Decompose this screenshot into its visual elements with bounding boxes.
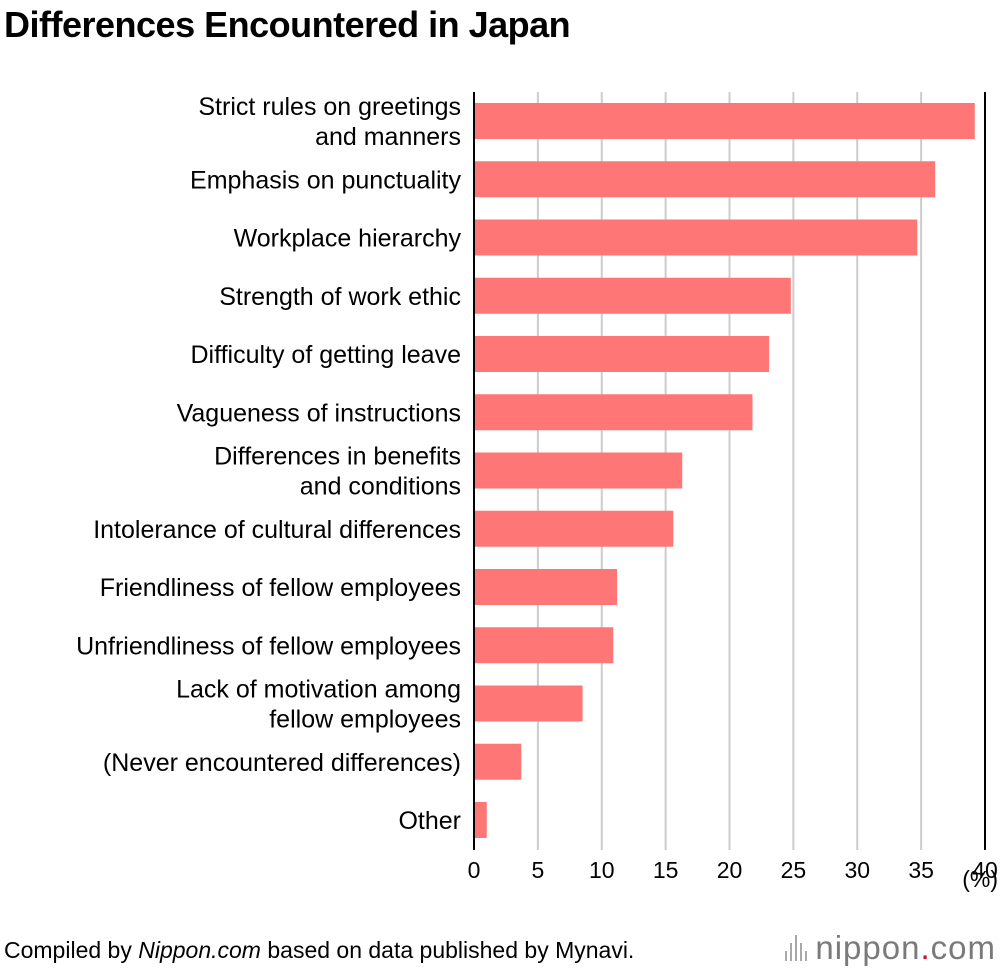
nippon-logo: nippon.com (785, 929, 996, 966)
category-label: Differences in benefits (214, 443, 461, 471)
category-label: Vagueness of instructions (177, 399, 461, 427)
bar (475, 277, 791, 314)
x-axis-unit: (%) (962, 866, 998, 892)
x-tick-label: 15 (653, 857, 679, 883)
category-label: Friendliness of fellow employees (100, 574, 461, 602)
category-label: and conditions (300, 473, 461, 501)
source-name: Nippon.com (138, 937, 261, 963)
x-tick-label: 25 (781, 857, 807, 883)
bar (475, 336, 770, 372)
category-label: Emphasis on punctuality (190, 166, 461, 194)
x-tick-label: 40 (972, 857, 998, 883)
category-label: Strict rules on greetings (198, 93, 461, 121)
source-suffix: based on data published by Mynavi. (260, 937, 635, 963)
x-tick-label: 35 (908, 857, 934, 883)
bar (475, 103, 975, 139)
bar (475, 452, 683, 489)
x-tick-label: 30 (844, 857, 870, 883)
category-label: (Never encountered differences) (103, 749, 461, 777)
x-tick-label: 20 (717, 857, 743, 883)
x-tick-label: 0 (468, 857, 481, 883)
bar (475, 802, 487, 838)
bar (475, 627, 614, 664)
bar (475, 685, 583, 722)
category-label: Other (398, 807, 461, 835)
x-axis-ticks: 0 5 10 15 20 25 30 35 40 (468, 857, 998, 883)
bars (475, 103, 975, 838)
logo-bars-icon (785, 935, 808, 961)
source-prefix: Compiled by (4, 937, 139, 963)
category-label: Difficulty of getting leave (190, 341, 461, 369)
x-tick-label: 10 (589, 857, 615, 883)
chart-title: Differences Encountered in Japan (4, 4, 571, 45)
category-label: and manners (315, 123, 461, 151)
bar (475, 161, 936, 198)
bar (475, 743, 522, 780)
bar (475, 394, 753, 431)
bar (475, 510, 674, 547)
category-label: Workplace hierarchy (234, 225, 462, 253)
bar (475, 219, 918, 256)
bar (475, 569, 618, 605)
category-label: fellow employees (269, 706, 461, 734)
category-label: Strength of work ethic (219, 283, 461, 311)
x-tick-label: 5 (531, 857, 544, 883)
category-label: Lack of motivation among (176, 676, 461, 704)
source-note: Compiled by Nippon.com based on data pub… (4, 937, 634, 964)
category-label: Intolerance of cultural differences (93, 516, 461, 544)
category-label: Unfriendliness of fellow employees (76, 632, 461, 660)
logo-wordmark: nippon.com (815, 929, 996, 966)
